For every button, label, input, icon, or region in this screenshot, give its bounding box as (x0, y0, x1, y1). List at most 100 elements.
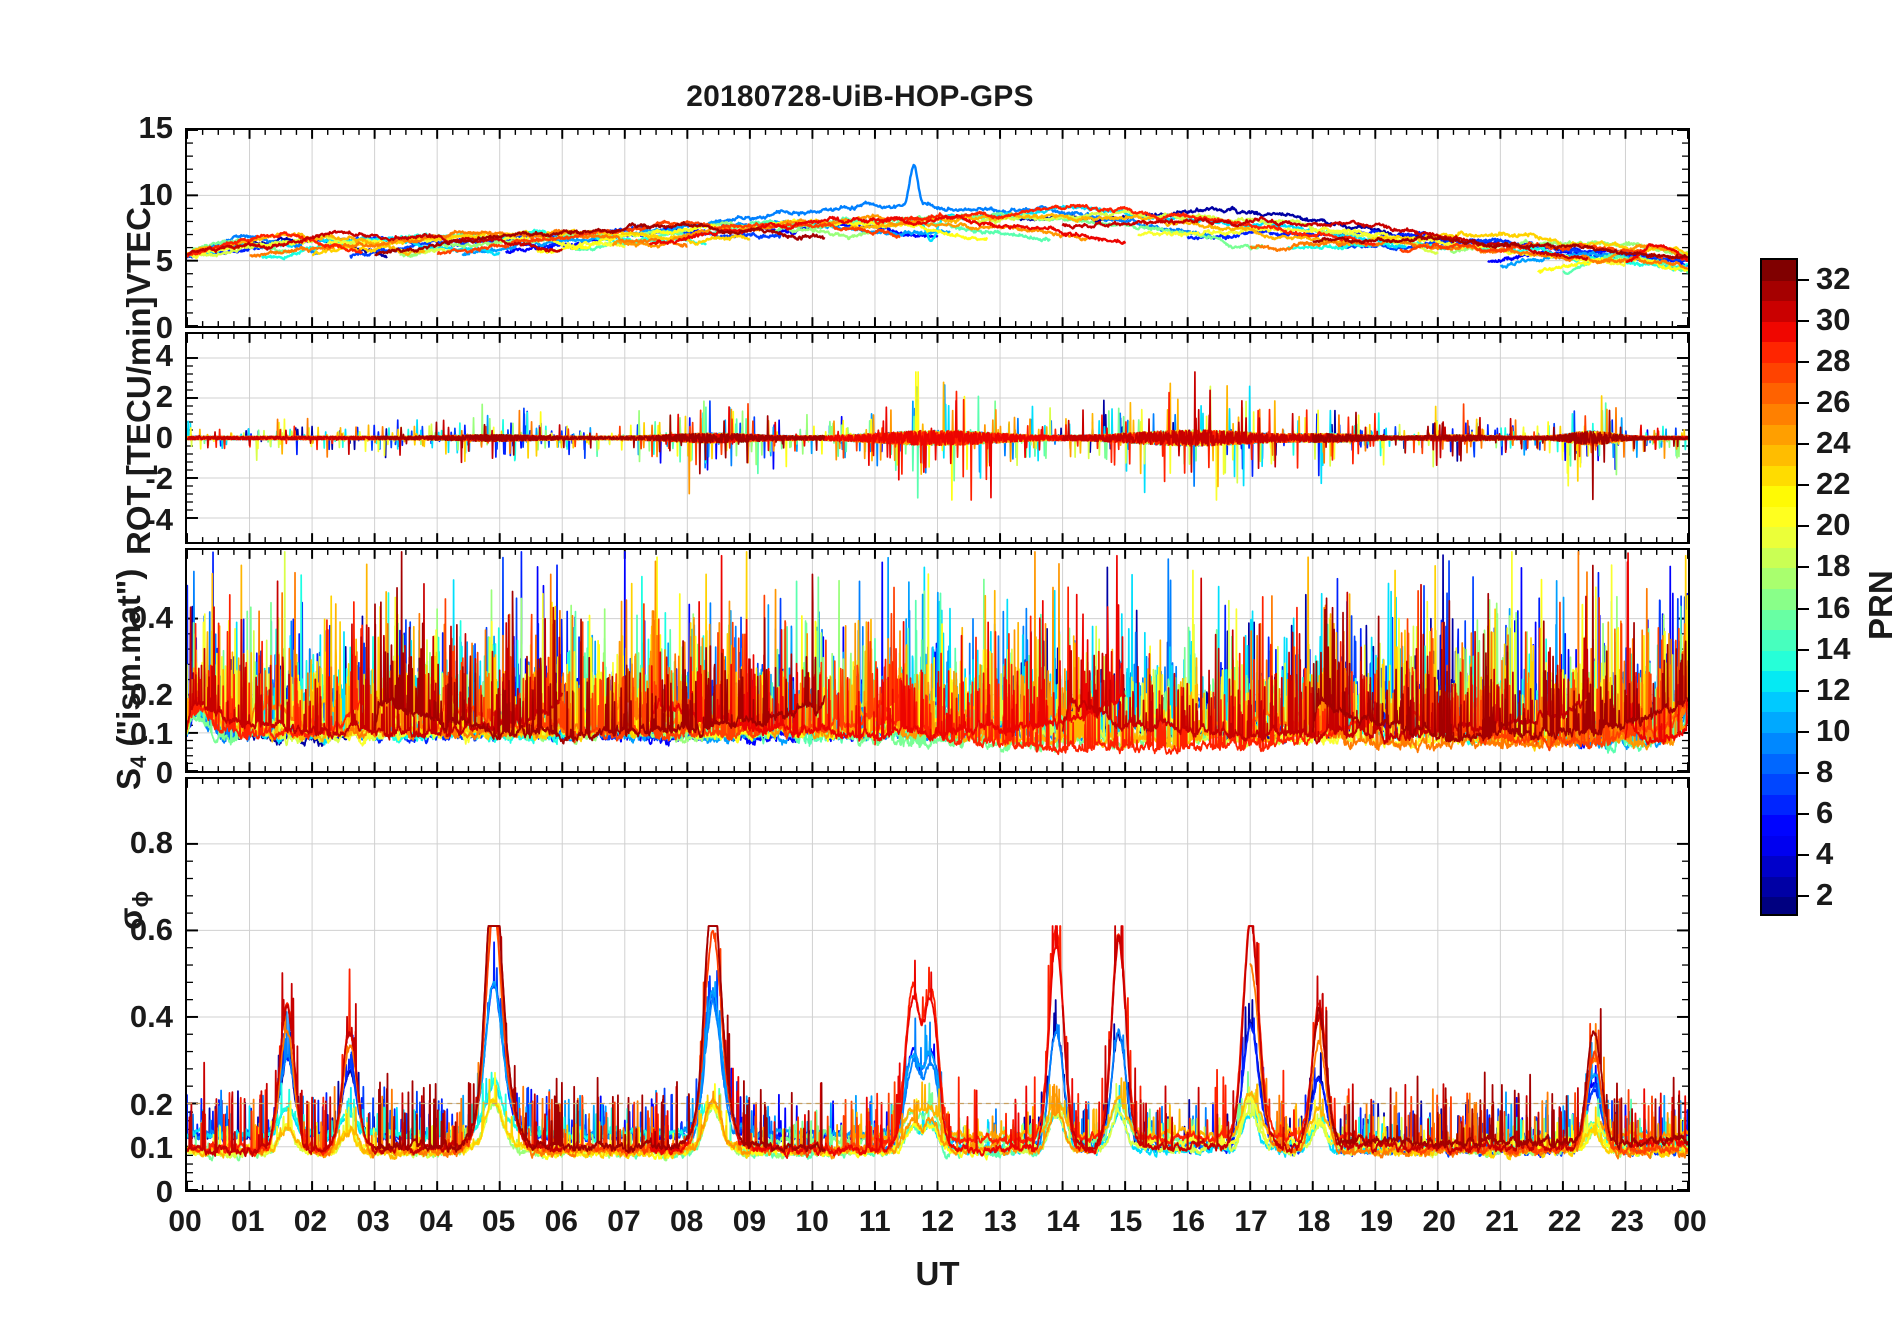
vtec-series-prn-32 (374, 221, 826, 257)
x-tick-label: 01 (231, 1205, 265, 1238)
x-tick-label: 16 (1171, 1205, 1206, 1238)
y-tick-label: 0 (155, 755, 173, 790)
x-tick-label: 19 (1359, 1205, 1394, 1238)
vtec-series-prn-29 (187, 231, 364, 258)
colorbar-segment (1762, 691, 1796, 713)
figure-title: 20180728-UiB-HOP-GPS (686, 80, 1034, 113)
colorbar-tick (1798, 813, 1809, 816)
colorbar-tick-label: 8 (1816, 754, 1834, 790)
colorbar-segment (1762, 856, 1796, 877)
sigma-phi-series-prn-28 (1399, 1022, 1688, 1156)
s4-series-prn-31 (187, 580, 564, 741)
vtec-series-prn-28 (436, 219, 901, 256)
x-tick-label: 08 (669, 1205, 704, 1238)
colorbar-tick-label: 12 (1816, 671, 1851, 707)
x-tick-label: 12 (920, 1205, 955, 1238)
x-tick-label: 10 (795, 1205, 829, 1238)
axis-title-sigma-sub: ϕ (128, 890, 153, 908)
colorbar-segment (1762, 383, 1796, 404)
y-tick-label: 4 (155, 338, 173, 374)
panel-s4 (185, 548, 1690, 773)
x-tick-label: 00 (1673, 1205, 1707, 1238)
x-tick-label: 06 (544, 1205, 578, 1238)
panel-rot (185, 332, 1690, 544)
colorbar-tick (1798, 484, 1809, 487)
colorbar-segment (1762, 486, 1796, 507)
colorbar-tick-label: 30 (1816, 301, 1851, 337)
x-tick-label: 02 (293, 1205, 328, 1238)
axis-title-ut: UT (915, 1255, 960, 1292)
sigma-phi-series-prn-32 (1311, 1006, 1688, 1151)
colorbar-tick (1798, 772, 1809, 775)
colorbar-segment (1762, 671, 1796, 692)
x-tick-label: 22 (1547, 1205, 1582, 1238)
s4-series-prn-32 (373, 551, 826, 745)
x-tick-label: 04 (419, 1205, 453, 1238)
colorbar-tick-label: 26 (1816, 383, 1851, 419)
colorbar-tick-label: 6 (1816, 795, 1834, 831)
y-tick-label: 0.8 (129, 824, 173, 860)
s4-series-prn-32 (1311, 564, 1688, 743)
colorbar-tick (1798, 525, 1809, 528)
colorbar-segment (1762, 589, 1796, 610)
colorbar-segment (1762, 403, 1796, 425)
colorbar-segment (1762, 445, 1796, 466)
colorbar-segment (1762, 362, 1796, 384)
y-tick-label: 0.1 (129, 1130, 173, 1166)
colorbar-tick-label: 20 (1816, 507, 1851, 543)
colorbar-tick-label: 28 (1816, 342, 1851, 378)
y-tick-label: 10 (138, 176, 173, 212)
y-tick-label: -2 (145, 460, 173, 496)
colorbar-segment (1762, 630, 1796, 651)
colorbar-segment (1762, 897, 1796, 914)
vtec-series-prn-31 (187, 229, 564, 256)
s4-series-prn-30 (1624, 552, 1688, 745)
y-tick-label: 0.4 (129, 599, 173, 635)
y-tick-label: 0 (155, 1174, 173, 1209)
x-tick-label: 14 (1046, 1205, 1080, 1238)
vtec-series-prn-32 (1312, 235, 1688, 260)
sigma-phi-series-prn-32 (373, 925, 826, 1154)
colorbar-tick (1798, 278, 1809, 281)
colorbar-tick (1798, 895, 1809, 898)
rot-series-prn-17 (399, 400, 870, 466)
colorbar-segment (1762, 774, 1796, 795)
vtec-series-prn-29 (874, 203, 1377, 247)
x-tick-label: 18 (1297, 1205, 1331, 1238)
sigma-phi-series-prn-26 (1249, 963, 1688, 1160)
colorbar-tick-label: 24 (1816, 425, 1851, 461)
colorbar-prn (1760, 258, 1798, 916)
colorbar-tick (1798, 730, 1809, 733)
y-tick-label: 0.1 (129, 716, 173, 752)
colorbar-tick-label: 10 (1816, 712, 1851, 748)
colorbar-tick-label: 14 (1816, 630, 1851, 666)
vtec-series-prn-26 (249, 228, 688, 258)
y-tick-label: 5 (155, 243, 173, 279)
colorbar-tick (1798, 607, 1809, 610)
colorbar-tick (1798, 648, 1809, 651)
vtec-series-prn-9 (686, 163, 1214, 238)
colorbar-segment (1762, 650, 1796, 672)
colorbar-tick (1798, 360, 1809, 363)
y-tick-label: 2 (155, 379, 173, 415)
colorbar-tick (1798, 566, 1809, 569)
colorbar-segment (1762, 301, 1796, 322)
colorbar-tick (1798, 401, 1809, 404)
colorbar-segment (1762, 732, 1796, 754)
x-tick-label: 21 (1485, 1205, 1519, 1238)
y-tick-label: 15 (138, 110, 173, 145)
colorbar-tick (1798, 689, 1809, 692)
colorbar-segment (1762, 876, 1796, 898)
x-tick-label: 03 (356, 1205, 390, 1238)
panel-sigma-phi (185, 777, 1690, 1192)
colorbar-segment (1762, 815, 1796, 836)
colorbar-segment (1762, 465, 1796, 487)
colorbar-tick (1798, 319, 1809, 322)
colorbar-segment (1762, 794, 1796, 816)
x-tick-label: 20 (1422, 1205, 1456, 1238)
y-tick-label: 0.6 (129, 911, 173, 947)
s4-series-prn-29 (874, 586, 1377, 756)
y-tick-label: 0 (155, 310, 173, 345)
y-tick-label: 0.2 (129, 677, 173, 713)
